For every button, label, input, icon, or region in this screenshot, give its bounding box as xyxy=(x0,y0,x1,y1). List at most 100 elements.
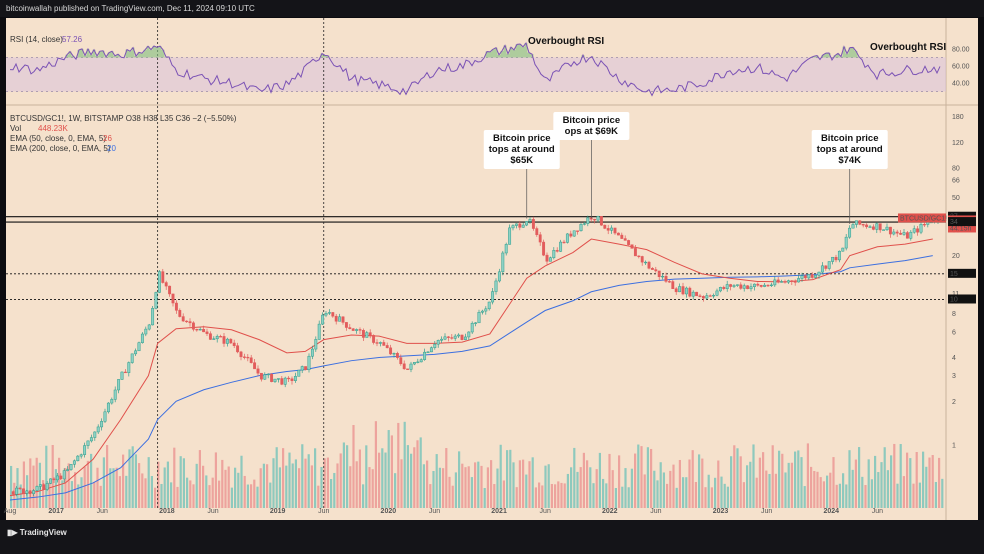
candle-body xyxy=(844,236,848,249)
volume-bar xyxy=(413,447,416,508)
volume-bar xyxy=(179,456,182,508)
volume-bar xyxy=(189,480,192,508)
volume-bar xyxy=(525,474,528,508)
volume-bar xyxy=(800,457,803,508)
volume-bar xyxy=(227,466,230,508)
candle-body xyxy=(572,230,576,237)
candle-body xyxy=(559,241,563,252)
volume-bar xyxy=(346,445,349,508)
candle-body xyxy=(650,268,654,270)
candle-body xyxy=(640,256,644,263)
volume-bar xyxy=(282,448,285,508)
volume-bar xyxy=(515,487,518,508)
volume-bar xyxy=(669,470,672,508)
candle-body xyxy=(916,228,920,233)
candle-body xyxy=(310,348,314,357)
candle-body xyxy=(623,238,627,241)
price-tick-label: 6 xyxy=(952,329,956,336)
candle-body xyxy=(446,336,450,338)
candle-body xyxy=(786,280,790,283)
volume-bar xyxy=(653,470,656,508)
candle-body xyxy=(633,248,637,257)
volume-bar xyxy=(464,467,467,508)
volume-bar xyxy=(115,467,118,508)
candle-body xyxy=(763,284,767,287)
volume-bar xyxy=(598,452,601,508)
candle-body xyxy=(851,224,855,229)
tradingview-logo[interactable]: ▮▶ TradingView xyxy=(7,528,67,537)
price-marker-label: BTCUSD/GC1! xyxy=(900,215,947,222)
candle-body xyxy=(627,240,631,245)
volume-bar xyxy=(499,444,502,508)
ema200-legend-label: EMA (200, close, 0, EMA, 5) xyxy=(10,144,111,153)
volume-bar xyxy=(573,447,576,508)
volume-bar xyxy=(605,483,608,508)
volume-bar xyxy=(582,452,585,508)
candle-body xyxy=(562,241,566,244)
volume-bar xyxy=(563,483,566,508)
volume-bar xyxy=(838,483,841,508)
volume-bar xyxy=(486,467,489,508)
candle-body xyxy=(582,223,586,225)
volume-bar xyxy=(256,486,259,508)
time-tick-label: 2019 xyxy=(270,508,286,515)
candle-body xyxy=(742,285,746,289)
volume-bar xyxy=(211,477,214,508)
candle-body xyxy=(416,361,420,363)
volume-bar xyxy=(906,452,909,508)
price-marker-label: 15 xyxy=(950,271,958,278)
volume-bar xyxy=(627,487,630,508)
candle-body xyxy=(253,362,257,370)
candle-body xyxy=(69,464,73,470)
candle-body xyxy=(698,295,702,297)
volume-bar xyxy=(928,457,931,508)
candle-body xyxy=(144,328,148,335)
volume-bar xyxy=(122,454,125,508)
volume-bar xyxy=(426,460,429,508)
volume-bar xyxy=(538,482,541,508)
volume-bar xyxy=(595,469,598,508)
candle-body xyxy=(406,368,410,370)
volume-bar xyxy=(550,483,553,508)
candle-body xyxy=(871,226,875,230)
candle-body xyxy=(361,330,365,338)
price-marker-label: 34 xyxy=(950,219,958,226)
volume-bar xyxy=(810,466,813,508)
candle-body xyxy=(409,363,413,370)
price-tick-label: 3 xyxy=(952,373,956,380)
candle-body xyxy=(729,284,733,287)
candle-body xyxy=(300,366,304,371)
volume-bar xyxy=(592,483,595,508)
candle-body xyxy=(256,368,260,374)
volume-bar xyxy=(400,459,403,508)
candle-body xyxy=(484,308,488,312)
volume-bar xyxy=(624,468,627,508)
candle-body xyxy=(178,310,182,317)
volume-bar xyxy=(544,465,547,508)
volume-bar xyxy=(323,458,326,508)
volume-bar xyxy=(643,474,646,508)
candle-body xyxy=(185,320,189,323)
ema200-line xyxy=(9,255,933,501)
rsi-annotation: Overbought RSI xyxy=(528,36,604,47)
candle-body xyxy=(103,411,107,422)
volume-bar xyxy=(422,464,425,508)
volume-bar xyxy=(858,447,861,508)
candle-body xyxy=(188,321,192,324)
candle-body xyxy=(358,329,362,331)
volume-bar xyxy=(138,463,141,508)
time-tick-label: 2017 xyxy=(48,508,64,515)
candle-body xyxy=(242,356,246,358)
candle-body xyxy=(392,353,396,355)
volume-bar xyxy=(918,482,921,508)
volume-bar xyxy=(141,473,144,508)
volume-bar xyxy=(902,476,905,508)
volume-bar xyxy=(320,466,323,508)
volume-bar xyxy=(534,487,537,508)
candle-body xyxy=(164,282,168,287)
volume-bar xyxy=(467,466,470,508)
candle-body xyxy=(290,378,294,381)
candle-body xyxy=(181,316,185,322)
